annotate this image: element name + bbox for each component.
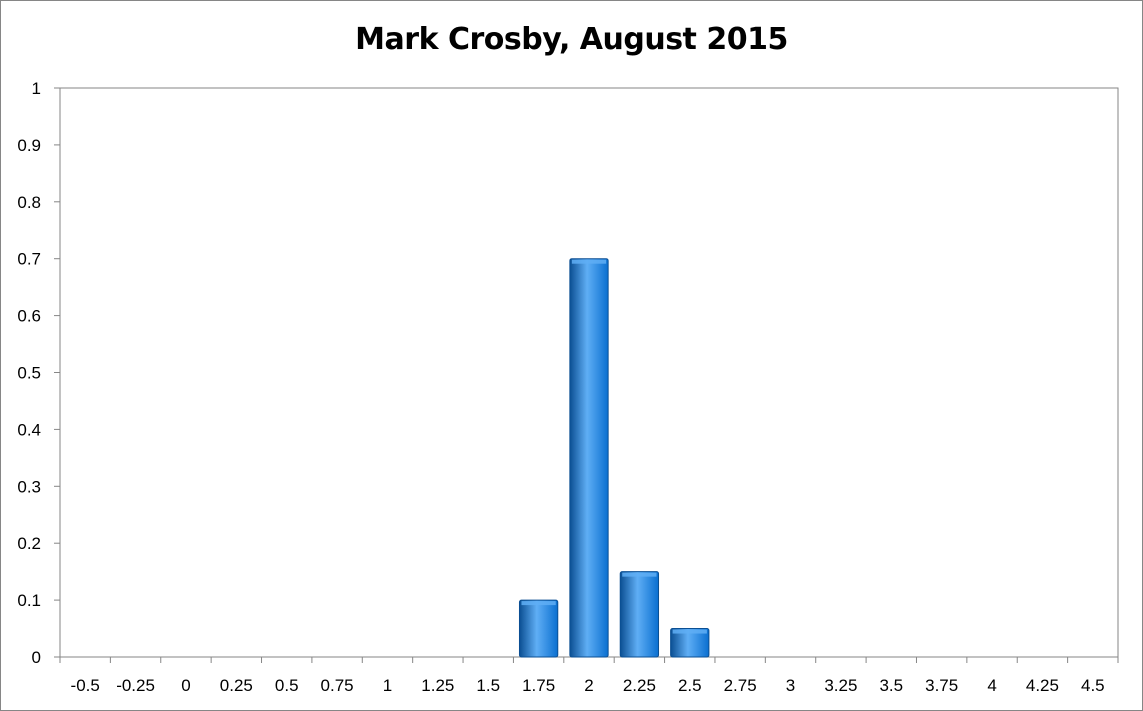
- y-tick-label: 0.5: [17, 364, 41, 383]
- y-tick-label: 0.8: [17, 193, 41, 212]
- y-tick-label: 1: [32, 79, 41, 98]
- y-tick-label: 0.1: [17, 591, 41, 610]
- x-tick-label: 3.75: [925, 676, 958, 695]
- bar-bevel: [571, 259, 607, 264]
- bar-body: [518, 599, 559, 658]
- x-tick-label: 0: [181, 676, 190, 695]
- x-tick-label: 4.5: [1081, 676, 1105, 695]
- y-axis: 0 0.1 0.2 0.3 0.4 0.5 0.6 0.7 0.8 0.9 1: [17, 79, 60, 667]
- bar-bevel: [672, 629, 707, 634]
- bar-body: [670, 628, 710, 658]
- x-tick-label: 2: [584, 676, 593, 695]
- bar-bevel: [622, 572, 657, 577]
- x-tick-label: 2.25: [623, 676, 656, 695]
- bar: [518, 599, 559, 658]
- x-tick-label: 4.25: [1026, 676, 1059, 695]
- x-tick-label: 4: [987, 676, 996, 695]
- x-tick-label: -0.25: [116, 676, 155, 695]
- x-tick-label: -0.5: [71, 676, 100, 695]
- bar-body: [619, 571, 660, 658]
- x-tick-label: 2.75: [724, 676, 757, 695]
- bar-body: [569, 258, 609, 658]
- x-tick-label: 1: [383, 676, 392, 695]
- x-tick-label: 3.5: [879, 676, 903, 695]
- y-tick-label: 0: [32, 648, 41, 667]
- x-tick-label: 0.75: [321, 676, 354, 695]
- y-tick-label: 0.4: [17, 420, 41, 439]
- x-tick-label: 3.25: [824, 676, 857, 695]
- chart-title: Mark Crosby, August 2015: [355, 22, 788, 57]
- x-tick-label: 0.5: [275, 676, 299, 695]
- y-tick-label: 0.9: [17, 136, 41, 155]
- y-tick-label: 0.6: [17, 307, 41, 326]
- bar-bevel: [521, 601, 556, 606]
- x-tick-label: 1.5: [476, 676, 500, 695]
- y-tick-label: 0.2: [17, 534, 41, 553]
- y-tick-label: 0.3: [17, 477, 41, 496]
- bar: [569, 258, 609, 658]
- x-tick-label: 2.5: [678, 676, 702, 695]
- x-tick-label: 1.75: [522, 676, 555, 695]
- y-tick-label: 0.7: [17, 250, 41, 269]
- bar: [670, 628, 710, 658]
- x-axis: -0.5 -0.25 0 0.25 0.5 0.75 1 1.25 1.5 1.75 2 2.25 2.…: [59, 657, 1119, 695]
- x-tick-label: 0.25: [220, 676, 253, 695]
- bars: [518, 258, 710, 658]
- bar: [619, 571, 660, 658]
- x-tick-label: 3: [786, 676, 795, 695]
- x-tick-label: 1.25: [421, 676, 454, 695]
